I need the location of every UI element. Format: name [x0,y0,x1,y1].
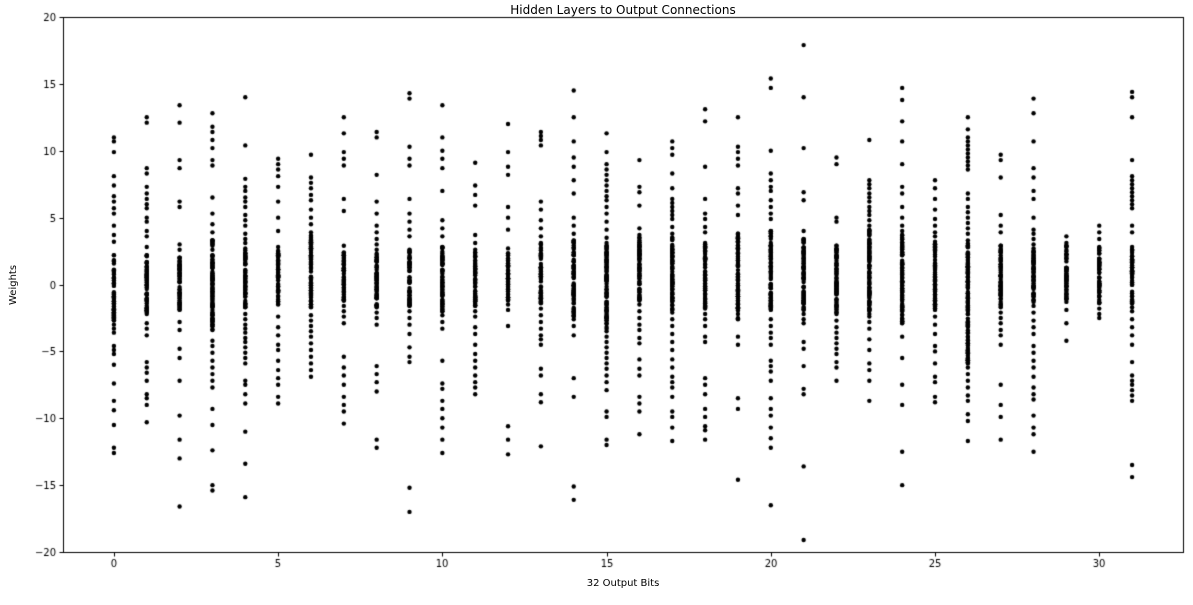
chart-title: Hidden Layers to Output Connections [510,3,736,17]
x-axis-label: 32 Output Bits [586,578,660,589]
y-axis-label: Weights [8,264,19,306]
